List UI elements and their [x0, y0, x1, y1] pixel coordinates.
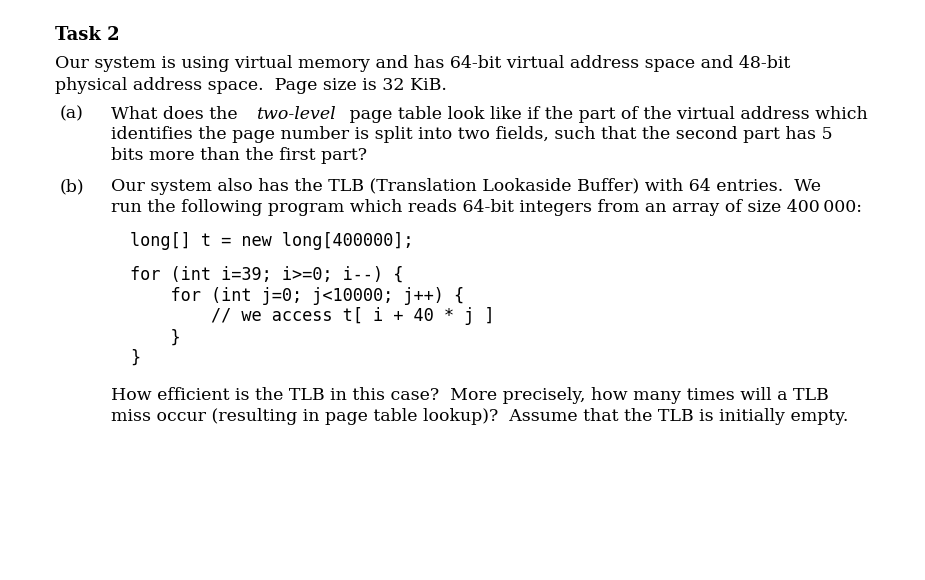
Text: Task 2: Task 2 — [56, 26, 120, 44]
Text: }: } — [130, 328, 181, 346]
Text: How efficient is the TLB in this case?  More precisely, how many times will a TL: How efficient is the TLB in this case? M… — [111, 387, 829, 404]
Text: // we access t[ i + 40 * j ]: // we access t[ i + 40 * j ] — [130, 307, 495, 325]
Text: (b): (b) — [59, 178, 84, 195]
Text: miss occur (resulting in page table lookup)?  Assume that the TLB is initially e: miss occur (resulting in page table look… — [111, 408, 848, 425]
Text: Our system also has the TLB (Translation Lookaside Buffer) with 64 entries.  We: Our system also has the TLB (Translation… — [111, 178, 820, 195]
Text: run the following program which reads 64-bit integers from an array of size 400 : run the following program which reads 64… — [111, 199, 862, 216]
Text: two-level: two-level — [256, 106, 336, 122]
Text: for (int j=0; j<10000; j++) {: for (int j=0; j<10000; j++) { — [130, 287, 464, 304]
Text: What does the: What does the — [111, 106, 242, 122]
Text: bits more than the first part?: bits more than the first part? — [111, 147, 366, 164]
Text: page table look like if the part of the virtual address which: page table look like if the part of the … — [344, 106, 868, 122]
Text: Our system is using virtual memory and has 64-bit virtual address space and 48-b: Our system is using virtual memory and h… — [56, 55, 791, 72]
Text: physical address space.  Page size is 32 KiB.: physical address space. Page size is 32 … — [56, 77, 447, 93]
Text: (a): (a) — [59, 106, 83, 122]
Text: }: } — [130, 349, 141, 367]
Text: long[] t = new long[400000];: long[] t = new long[400000]; — [130, 232, 413, 250]
Text: for (int i=39; i>=0; i--) {: for (int i=39; i>=0; i--) { — [130, 266, 404, 284]
Text: identifies the page number is split into two fields, such that the second part h: identifies the page number is split into… — [111, 126, 832, 143]
